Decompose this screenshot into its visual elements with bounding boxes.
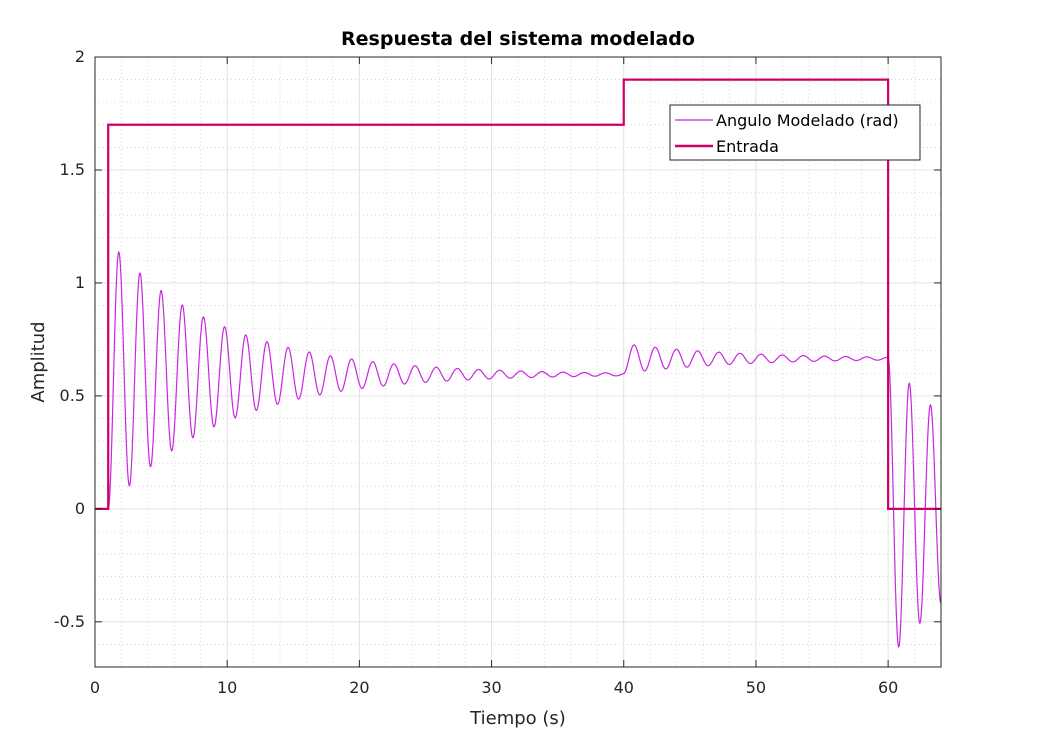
series-entrada	[95, 78, 941, 510]
chart-title: Respuesta del sistema modelado	[341, 28, 695, 50]
y-tick-label: 1	[75, 273, 85, 292]
x-tick-label: 0	[90, 678, 100, 697]
x-tick-label: 60	[878, 678, 898, 697]
ticks-layer: 0 10 20 30 40 50 60 -0.5 0 0.5 1 1.5 2	[54, 47, 941, 697]
axes-box	[94, 56, 942, 668]
y-tick-label: -0.5	[54, 612, 85, 631]
x-tick-label: 30	[481, 678, 501, 697]
legend-label-entrada: Entrada	[716, 137, 779, 156]
legend-label-angulo: Angulo Modelado (rad)	[716, 111, 899, 130]
y-tick-label: 0	[75, 499, 85, 518]
x-tick-label: 10	[217, 678, 237, 697]
series-angulo-modelado	[95, 251, 941, 648]
x-axis-label: Tiempo (s)	[469, 708, 566, 729]
y-tick-label: 2	[75, 47, 85, 66]
y-tick-label: 0.5	[60, 386, 85, 405]
series-layer	[95, 78, 941, 648]
y-axis-label: Amplitud	[28, 321, 49, 402]
x-tick-label: 40	[614, 678, 634, 697]
legend: Angulo Modelado (rad) Entrada	[669, 104, 921, 161]
legend-box	[669, 104, 921, 161]
x-tick-label: 50	[746, 678, 766, 697]
x-tick-label: 20	[349, 678, 369, 697]
y-tick-label: 1.5	[60, 160, 85, 179]
